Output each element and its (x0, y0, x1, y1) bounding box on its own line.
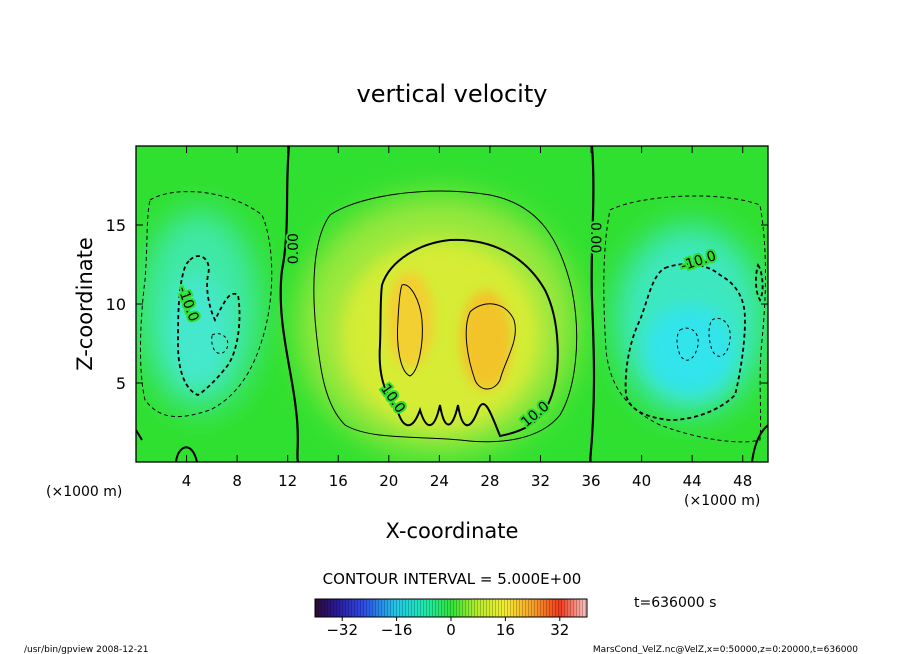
contour-pos15-left (397, 284, 423, 377)
x-tick-label: 48 (733, 472, 752, 490)
x-tick-label: 8 (232, 472, 242, 490)
x-tick-label: 20 (379, 472, 398, 490)
colorbar-tick-label: −32 (326, 621, 358, 639)
contour-zero-small (136, 429, 198, 462)
x-tick-label: 44 (683, 472, 702, 490)
contour-interval-text: CONTOUR INTERVAL = 5.000E+00 (323, 570, 582, 588)
contour-label: 0.00 (286, 233, 302, 264)
updraft-core-right (460, 290, 512, 390)
x-tick-label: 28 (480, 472, 499, 490)
x-tick-label: 4 (182, 472, 192, 490)
x-unit-right: (×1000 m) (684, 493, 760, 509)
y-tick-label: 5 (116, 374, 126, 393)
colorbar-axis: −32 −16 0 16 32 (326, 617, 569, 639)
x-tick-label: 36 (581, 472, 600, 490)
x-tick-label: 40 (632, 472, 651, 490)
contour-neg15-right-b (708, 317, 731, 357)
x-tick-label: 24 (430, 472, 449, 490)
x-tick-label: 16 (329, 472, 348, 490)
contour-neg10-right (624, 263, 746, 421)
contour-neg10-left (177, 255, 241, 397)
chart-title: vertical velocity (357, 80, 548, 108)
y-axis: 5 10 15 (106, 216, 768, 393)
contour-label: 0.00 (587, 222, 603, 253)
field-shading (136, 146, 768, 462)
colorbar-tick-label: 0 (446, 621, 456, 639)
x-axis-label: X-coordinate (386, 519, 519, 543)
x-unit-left: (×1000 m) (46, 484, 122, 500)
y-tick-label: 10 (106, 295, 126, 314)
contour-pos10 (378, 238, 559, 438)
footer-left: /usr/bin/gpview 2008-12-21 (24, 645, 148, 654)
downdraft-right-core (645, 305, 735, 395)
y-tick-label: 15 (106, 216, 126, 235)
x-tick-label: 12 (278, 472, 297, 490)
contour-zero-corner (751, 424, 768, 462)
colorbar-hatch (315, 599, 587, 617)
contour-neg5-right (603, 195, 766, 443)
colorbar-tick-label: −16 (381, 621, 413, 639)
downdraft-left-core (168, 275, 228, 385)
contour-zero-right (588, 146, 596, 462)
time-text: t=636000 s (634, 595, 716, 611)
contour-neg5-left (140, 191, 273, 418)
colorbar-tick-label: 16 (496, 621, 515, 639)
contour-neg10-edge (755, 263, 764, 302)
updraft-core-left (386, 272, 434, 368)
contour-zero-left (279, 146, 300, 462)
contour-pos5 (313, 190, 578, 443)
contour-neg15-left (211, 333, 229, 354)
contour-neg15-right-a (676, 327, 699, 361)
contour-pos15-right (465, 303, 516, 390)
contour-lines (136, 146, 768, 462)
x-axis: 4 8 12 16 20 24 28 32 36 40 44 48 (182, 146, 752, 490)
colorbar-tick-label: 32 (550, 621, 569, 639)
y-axis-label: Z-coordinate (73, 237, 97, 371)
x-tick-label: 32 (531, 472, 550, 490)
footer-right: MarsCond_VelZ.nc@VelZ,x=0:50000,z=0:2000… (593, 645, 858, 654)
